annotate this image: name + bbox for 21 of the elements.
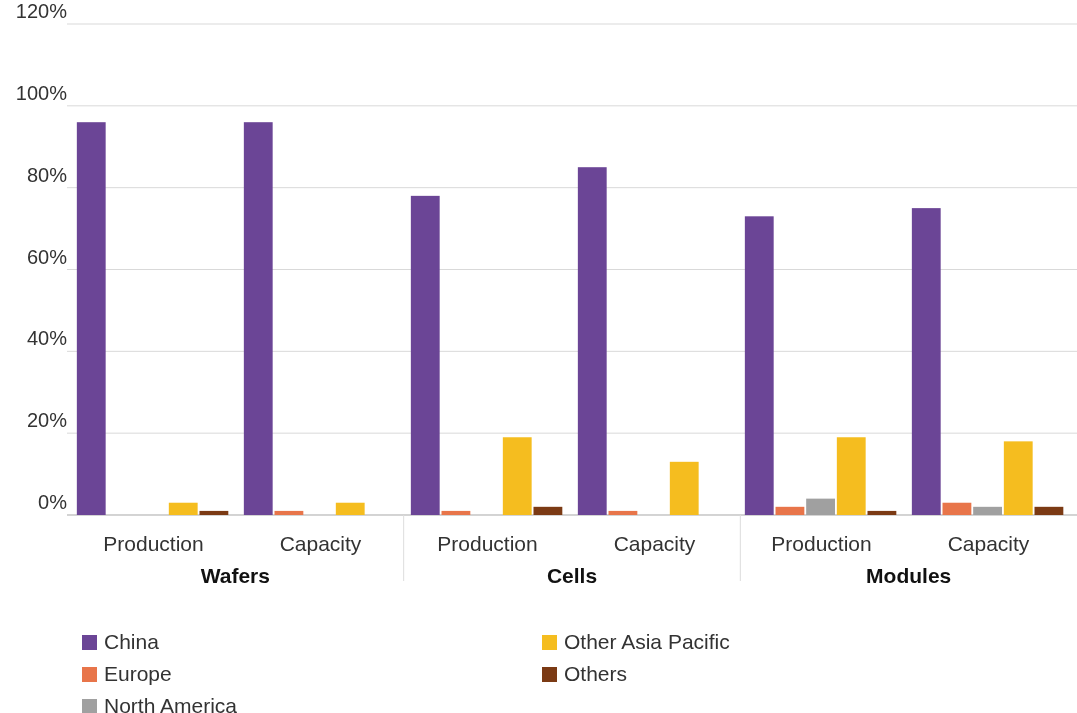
legend-label: Others — [564, 662, 628, 685]
text: Wafers — [200, 564, 270, 587]
y-tick-label: 40% — [26, 327, 68, 350]
legend-label: Other Asia Pacific — [564, 630, 730, 653]
y-tick-label: 100% — [15, 81, 68, 104]
text: Cells — [546, 564, 598, 587]
y-tick-label: 120% — [15, 0, 68, 22]
x-tick-label: Capacity — [947, 532, 1030, 555]
legend-label: China — [104, 630, 160, 653]
text: Modules — [866, 564, 952, 587]
x-tick-label: Production — [103, 532, 204, 555]
y-tick-label: 20% — [26, 409, 68, 432]
x-tick-label: Capacity — [613, 532, 696, 555]
x-tick-label: Capacity — [279, 532, 362, 555]
y-tick-label: 60% — [26, 245, 68, 268]
legend-label: Europe — [104, 662, 172, 685]
y-tick-label: 80% — [26, 163, 68, 186]
x-tick-label: Production — [437, 532, 538, 555]
legend-label: North America — [104, 694, 238, 713]
x-tick-label: Production — [771, 532, 872, 555]
y-tick-label: 0% — [38, 491, 68, 513]
